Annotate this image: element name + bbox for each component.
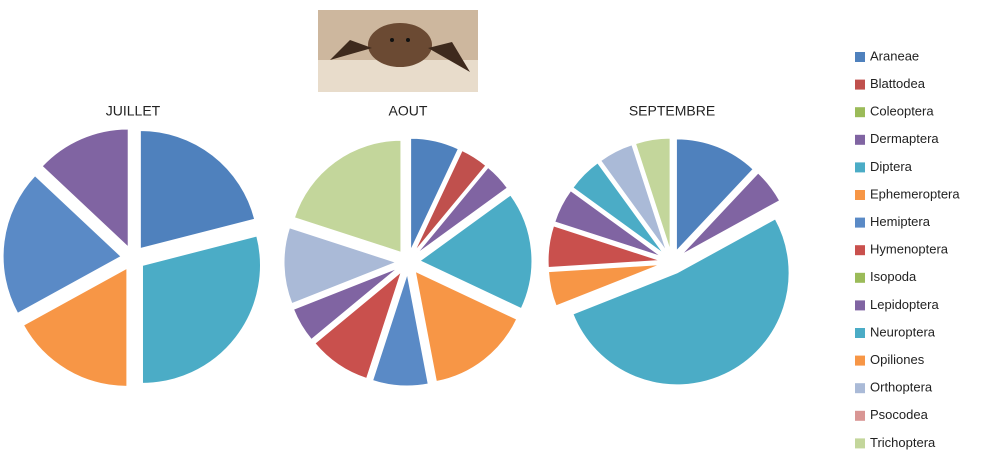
legend-label: Isopoda — [870, 269, 917, 284]
pie-slice — [2, 175, 122, 315]
pie-slice — [416, 166, 509, 255]
pie-slice — [41, 128, 129, 249]
pie-slice — [314, 270, 403, 380]
legend-label: Psocodea — [870, 407, 929, 422]
legend-label: Hymenoptera — [870, 242, 949, 257]
pie-slice — [418, 194, 533, 310]
legend-label: Coleoptera — [870, 104, 934, 119]
pie-slice — [372, 273, 429, 387]
pie-slice — [681, 172, 781, 256]
pie-slice — [283, 227, 398, 305]
legend-swatch — [855, 383, 865, 394]
legend-label: Opiliones — [870, 352, 925, 367]
pie-slice — [293, 139, 402, 253]
legend-label: Dermaptera — [870, 131, 939, 146]
legend-swatch — [855, 162, 865, 173]
legend-swatch — [855, 79, 865, 90]
pie-slice — [414, 270, 518, 383]
legend-swatch — [855, 300, 865, 311]
pie-slice — [634, 137, 671, 251]
legend-swatch — [855, 438, 865, 449]
legend-swatch — [855, 245, 865, 256]
pie-slice — [413, 149, 487, 253]
legend-swatch — [855, 355, 865, 366]
pie-slice — [547, 225, 661, 269]
legend-label: Hemiptera — [870, 214, 931, 229]
legend-label: Araneae — [870, 48, 919, 63]
pie-slice — [292, 267, 398, 341]
legend-label: Orthoptera — [870, 380, 933, 395]
pie-slice — [572, 218, 790, 386]
legend-label: Neuroptera — [870, 324, 936, 339]
legend-swatch — [855, 107, 865, 118]
pie-slice — [410, 137, 459, 251]
legend-swatch — [855, 190, 865, 200]
bat-photo — [318, 10, 478, 92]
pie-slice — [22, 267, 128, 387]
pie-slice — [554, 190, 662, 258]
legend-label: Blattodea — [870, 76, 926, 91]
legend-swatch — [855, 217, 865, 228]
legend-swatch — [855, 328, 865, 338]
pie-slice — [547, 264, 661, 307]
pie-slice — [572, 162, 664, 254]
pie-title: JUILLET — [106, 103, 161, 119]
legend-label: Lepidoptera — [870, 297, 939, 312]
legend-swatch — [855, 410, 865, 421]
legend-swatch — [855, 272, 865, 283]
pie-title: AOUT — [389, 103, 428, 119]
legend-swatch — [855, 134, 865, 145]
legend-swatch — [855, 52, 865, 62]
pie-slice — [675, 138, 754, 253]
pie-slice — [139, 130, 256, 250]
legend-label: Diptera — [870, 159, 913, 174]
pie-slice — [600, 144, 668, 252]
pie-slice — [141, 235, 261, 384]
legend-label: Trichoptera — [870, 435, 936, 450]
legend-label: Ephemeroptera — [870, 186, 960, 201]
pie-title: SEPTEMBRE — [629, 103, 715, 119]
